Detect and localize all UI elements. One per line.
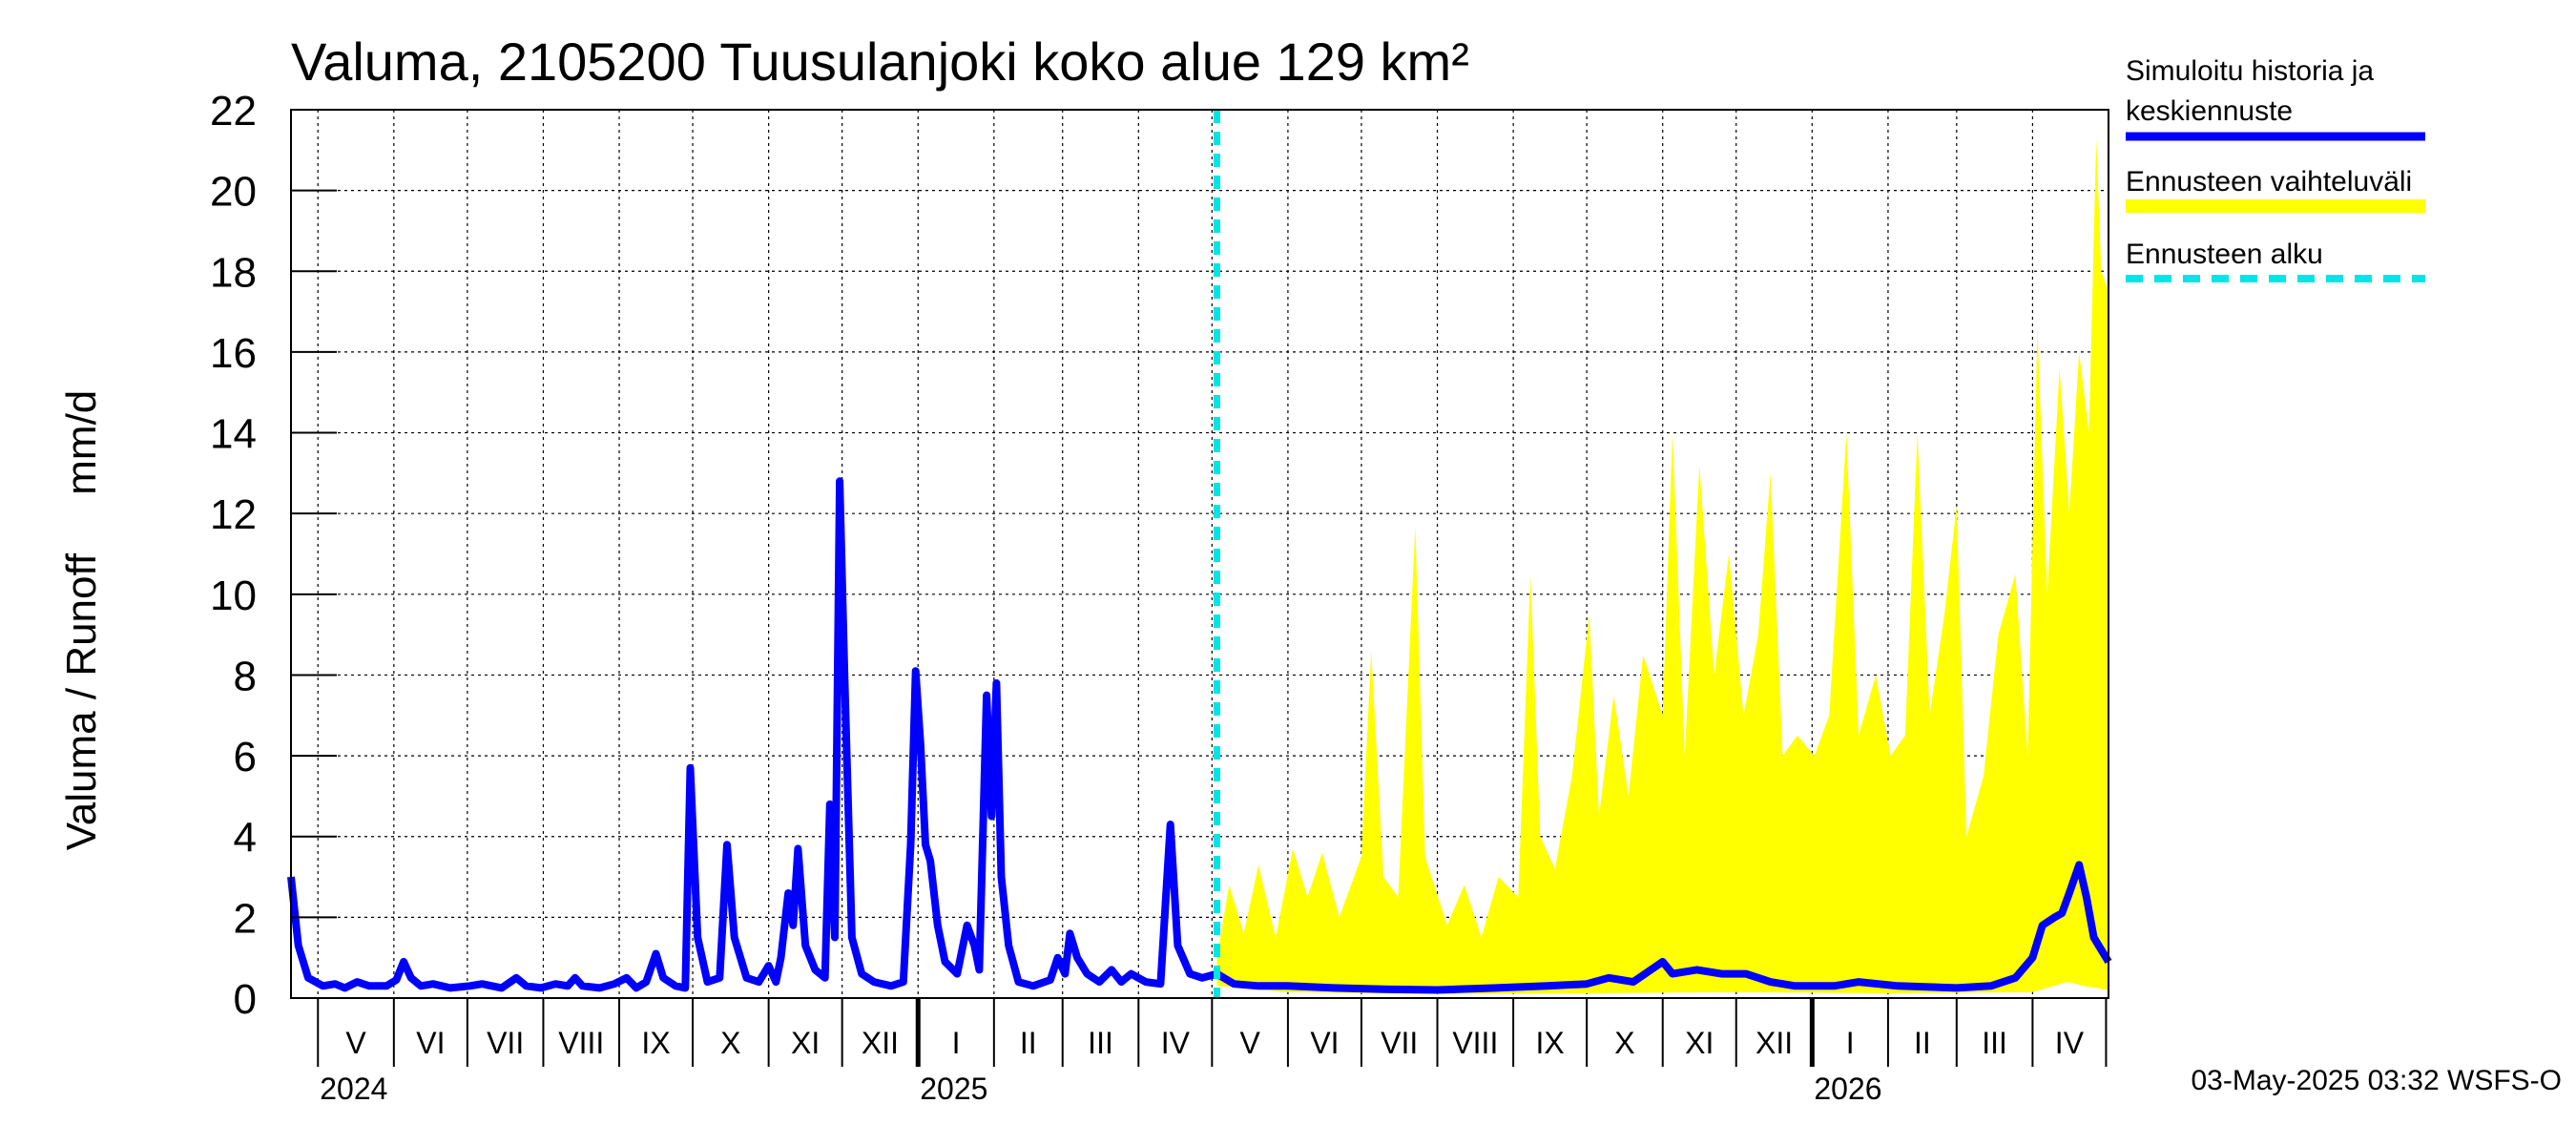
legend-label-forecast-start: Ennusteen alku <box>2126 239 2323 270</box>
month-label: VI <box>1310 1026 1339 1060</box>
year-label: 2025 <box>920 1072 987 1106</box>
runoff-series <box>287 477 2112 994</box>
month-label: IV <box>1161 1026 1191 1060</box>
y-tick-label: 14 <box>210 411 257 458</box>
y-tick-label: 20 <box>210 169 257 216</box>
legend: Simuloitu historia ja keskiennuste Ennus… <box>2126 55 2425 282</box>
month-label: VII <box>487 1026 524 1060</box>
y-tick-label: 4 <box>234 815 257 862</box>
month-label: I <box>952 1026 961 1060</box>
chart-title: Valuma, 2105200 Tuusulanjoki koko alue 1… <box>291 31 1469 92</box>
forecast-range-band <box>1216 137 2109 994</box>
grid <box>291 109 2109 999</box>
month-label: XII <box>1755 1026 1793 1060</box>
month-label: VI <box>416 1026 445 1060</box>
legend-label-range: Ennusteen vaihteluväli <box>2126 166 2412 198</box>
y-tick-label: 2 <box>234 895 257 942</box>
month-label: III <box>1088 1026 1113 1060</box>
y-tick-label: 0 <box>234 976 257 1023</box>
month-label: VIII <box>1452 1026 1498 1060</box>
month-label: IV <box>2055 1026 2085 1060</box>
legend-label-simulated-line1: Simuloitu historia ja <box>2126 55 2374 87</box>
month-label: XI <box>791 1026 820 1060</box>
month-label: VII <box>1381 1026 1418 1060</box>
plot-border <box>290 109 2109 999</box>
y-tick-label: 12 <box>210 491 257 538</box>
month-label: II <box>1020 1026 1037 1060</box>
month-label: X <box>1614 1026 1634 1060</box>
month-label: XI <box>1685 1026 1714 1060</box>
forecast-range-area <box>1216 137 2109 994</box>
y-tick-label: 16 <box>210 330 257 377</box>
y-tick-label: 6 <box>234 734 257 781</box>
y-tick-label: 10 <box>210 572 257 619</box>
y-axis-label: Valuma / Runoff mm/d <box>58 390 105 851</box>
x-axis: V VI VII VIII IX X XI XII I II III IV V VI VII VIII IX X X… <box>317 998 2108 1106</box>
month-label: III <box>1982 1026 2007 1060</box>
y-tick-label: 8 <box>234 653 257 699</box>
month-label: II <box>1914 1026 1931 1060</box>
year-label: 2024 <box>320 1072 387 1106</box>
year-label: 2026 <box>1814 1072 1881 1106</box>
plot-frame <box>290 109 2109 999</box>
y-axis-ticks: 0 2 4 6 8 10 12 14 16 18 20 22 <box>210 88 337 1023</box>
month-label: VIII <box>558 1026 604 1060</box>
legend-label-simulated-line2: keskiennuste <box>2126 95 2293 127</box>
month-label: IX <box>1536 1026 1565 1060</box>
month-label: I <box>1846 1026 1855 1060</box>
month-label: IX <box>641 1026 670 1060</box>
timestamp-footer: 03-May-2025 03:32 WSFS-O <box>2192 1065 2563 1096</box>
month-label: X <box>720 1026 740 1060</box>
y-tick-label: 22 <box>210 88 257 135</box>
month-label: XII <box>862 1026 899 1060</box>
month-label: V <box>1239 1026 1260 1060</box>
month-label: V <box>345 1026 366 1060</box>
y-tick-label: 18 <box>210 249 257 296</box>
runoff-line <box>287 477 2112 994</box>
